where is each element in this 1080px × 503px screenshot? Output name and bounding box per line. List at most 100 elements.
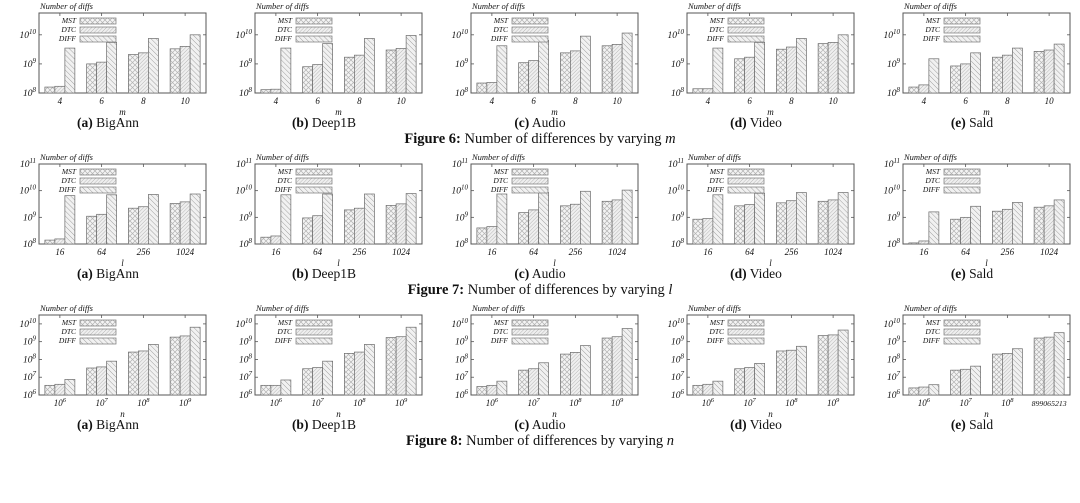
chart-caption-dataset: BigAnn — [92, 266, 139, 281]
bar-dtc — [96, 366, 107, 396]
bar-dtc — [486, 226, 498, 245]
x-tick-label: 4 — [490, 96, 495, 106]
chart-caption-dataset: Audio — [529, 115, 566, 130]
bar-diff — [580, 345, 591, 396]
chart-caption-index: (d) — [730, 115, 747, 130]
chart-n-bigann: Number of diffs 106 107 108 109 1010 106 107 108… — [20, 303, 207, 419]
bar-dtc — [312, 215, 323, 245]
chart-m-audio: Number of diffs 108 109 1010 4 6 8 10 MSTDTCDIFF… — [452, 1, 639, 117]
bar-dtc — [54, 383, 66, 396]
chart-caption-video: (d) Video — [730, 266, 782, 281]
legend-label-dtc: DTC — [708, 327, 725, 336]
bar-diff — [970, 365, 981, 396]
plot-border — [470, 12, 639, 94]
legend-label-diff: DIFF — [922, 34, 940, 43]
bar-dtc — [1002, 208, 1013, 245]
bar-dtc — [786, 349, 797, 396]
chart-caption-index: (a) — [77, 417, 93, 432]
chart-cell-video: Number of diffs 106 107 108 109 1010 106 107 108… — [648, 302, 864, 432]
bar-diff — [580, 35, 591, 94]
y-tick-label: 1010 — [20, 28, 37, 41]
plot-border — [902, 12, 1071, 94]
x-tick-label: 1024 — [1040, 247, 1059, 257]
chart-l-video: Number of diffs 108 109 1010 1011 16 64 256 1024… — [668, 152, 855, 268]
legend-swatch-diff — [295, 186, 333, 194]
y-tick-label: 109 — [671, 210, 685, 223]
y-axis-title: Number of diffs — [903, 152, 958, 162]
chart-l-deep1b: Number of diffs 108 109 1010 1011 16 64 256 1024… — [236, 152, 423, 268]
y-tick-label: 108 — [455, 237, 469, 250]
chart-cell-deep1b: Number of diffs 108 109 1010 1011 16 64 256 1024… — [216, 151, 432, 281]
y-tick-label: 109 — [887, 210, 901, 223]
legend-swatch-diff — [295, 337, 333, 345]
legend-label-dtc: DTC — [60, 176, 77, 185]
chart-caption-index: (a) — [77, 266, 93, 281]
bar-mst — [950, 218, 961, 245]
x-axis-title: n — [120, 409, 125, 419]
plot-border — [686, 12, 855, 94]
plot-border — [902, 163, 1071, 245]
bar-dtc — [611, 199, 623, 245]
chart-cell-bigann: Number of diffs 108 109 1010 1011 16 64 256 1024… — [0, 151, 216, 281]
chart-caption-dataset: Sald — [965, 115, 994, 130]
y-tick-label: 108 — [671, 352, 685, 365]
bar-dtc — [744, 367, 755, 396]
legend-swatch-dtc — [727, 177, 765, 185]
bar-mst — [692, 88, 704, 94]
bar-mst — [260, 89, 272, 94]
x-tick-label: 64 — [529, 247, 539, 257]
bar-mst — [817, 335, 829, 396]
bar-dtc — [312, 367, 323, 396]
legend-label-mst: MST — [709, 167, 725, 176]
legend-swatch-dtc — [79, 328, 117, 336]
legend-swatch-diff — [727, 186, 765, 194]
bar-diff — [754, 42, 765, 94]
chart-caption-index: (d) — [730, 417, 747, 432]
chart-caption-index: (c) — [514, 266, 530, 281]
chart-caption-audio: (c) Audio — [514, 115, 565, 130]
bar-mst — [302, 66, 313, 94]
bar-dtc — [486, 384, 498, 396]
bar-mst — [560, 353, 571, 396]
x-tick-label: 109 — [179, 397, 192, 408]
bar-dtc — [570, 50, 581, 94]
chart-cell-video: Number of diffs 108 109 1010 4 6 8 10 MST DTC DIFF… — [648, 0, 864, 130]
bar-diff — [64, 47, 76, 94]
x-tick-label: 6 — [531, 96, 536, 106]
bar-dtc — [528, 368, 539, 396]
x-tick-label: 8 — [573, 96, 578, 106]
bar-diff — [928, 58, 940, 94]
bar-mst — [734, 205, 745, 245]
legend-swatch-dtc — [295, 26, 333, 34]
bar-mst — [692, 384, 704, 396]
legend-swatch-mst — [727, 17, 765, 25]
plot-border — [38, 163, 207, 245]
x-axis-title: m — [119, 107, 126, 117]
chart-caption-index: (a) — [77, 115, 93, 130]
bar-mst — [169, 203, 181, 245]
chart-caption-index: (c) — [514, 417, 530, 432]
bar-mst — [518, 212, 529, 245]
x-tick-label: 16 — [271, 247, 281, 257]
bar-diff — [1012, 202, 1023, 245]
legend-label-dtc: DTC — [492, 25, 509, 34]
y-axis-title: Number of diffs — [903, 1, 958, 11]
legend-swatch-mst — [79, 319, 117, 327]
bar-mst — [992, 353, 1003, 396]
legend-swatch-mst — [511, 168, 549, 176]
bar-dtc — [827, 199, 839, 245]
bar-dtc — [486, 82, 498, 94]
y-axis-title: Number of diffs — [687, 1, 742, 11]
figure-6-charts-row: Number of diffs 108 109 1010 4 6 8 10 MST DTC DIFF… — [0, 0, 1080, 130]
legend-swatch-diff — [79, 186, 117, 194]
figure-8-caption-label: Figure 8: — [405, 433, 463, 449]
bar-mst — [734, 368, 745, 396]
plot-border — [38, 314, 207, 396]
legend-swatch-dtc — [943, 177, 981, 185]
y-tick-label: 108 — [671, 237, 685, 250]
chart-caption-sald: (e) Sald — [951, 266, 993, 281]
legend-swatch-mst — [79, 17, 117, 25]
bar-dtc — [179, 335, 191, 396]
y-tick-label: 1010 — [236, 28, 253, 41]
y-tick-label: 1010 — [236, 184, 253, 197]
